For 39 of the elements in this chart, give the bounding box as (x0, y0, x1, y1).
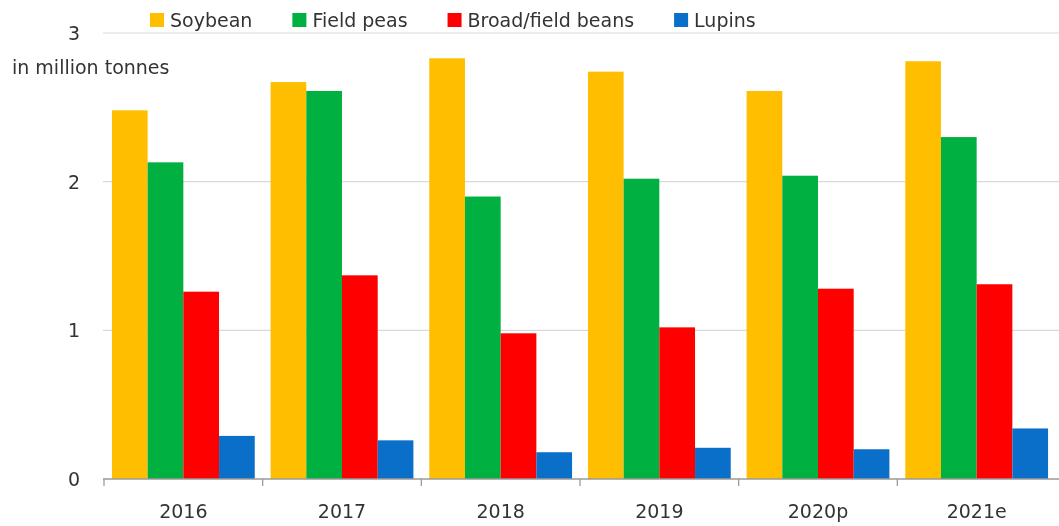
bar (306, 90, 342, 479)
bar (695, 447, 731, 479)
x-tick-label: 2016 (159, 500, 208, 522)
bar (976, 284, 1013, 479)
bar (147, 162, 184, 479)
bar (587, 71, 624, 479)
x-tick-label: 2019 (635, 500, 684, 522)
bar (500, 333, 537, 479)
bar (818, 288, 854, 479)
bar (429, 58, 465, 479)
x-tick-label: 2018 (476, 500, 525, 522)
bar (464, 196, 501, 479)
y-axis-title: in million tonnes (12, 56, 170, 78)
bar (219, 435, 255, 479)
bar (111, 110, 148, 479)
bar (659, 327, 696, 479)
y-tick-label: 1 (67, 319, 81, 342)
bar (183, 291, 220, 479)
y-tick-label: 0 (67, 468, 81, 490)
bar (623, 178, 660, 479)
bar (377, 440, 414, 479)
bar (1012, 428, 1049, 479)
bar (536, 452, 573, 479)
bar (270, 82, 307, 479)
y-tick-label: 3 (67, 22, 81, 44)
y-tick-label: 2 (67, 170, 81, 193)
bar (905, 61, 941, 479)
legend-label: Soybean (170, 9, 253, 31)
bar (853, 449, 890, 479)
x-tick-label: 2021e (946, 500, 1007, 522)
x-tick-label: 2017 (317, 500, 367, 522)
bar (940, 137, 977, 479)
bar (782, 175, 818, 479)
legend-label: Field peas (312, 9, 408, 31)
x-tick-label: 2020p (787, 500, 849, 522)
legend-label: Broad/field beans (467, 9, 635, 31)
legend-label: Lupins (694, 9, 756, 31)
bar (746, 90, 783, 479)
bar (342, 275, 378, 479)
